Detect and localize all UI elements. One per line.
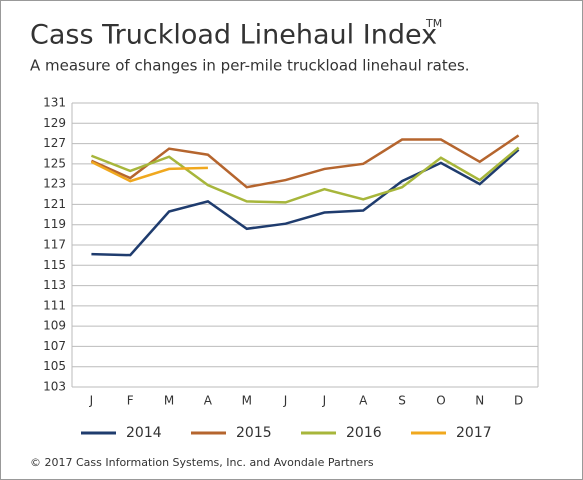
x-tick-label: M xyxy=(164,394,174,408)
y-tick-label: 113 xyxy=(43,278,66,292)
y-tick-label: 121 xyxy=(43,197,66,211)
x-tick-label: A xyxy=(204,394,213,408)
trademark: TM xyxy=(425,17,442,30)
y-tick-label: 109 xyxy=(43,319,66,333)
series-line xyxy=(90,146,520,204)
x-tick-label: J xyxy=(89,394,94,408)
x-tick-label: O xyxy=(436,394,445,408)
chart-subtitle: A measure of changes in per-mile trucklo… xyxy=(30,57,470,75)
x-tick-label: A xyxy=(359,394,368,408)
x-tick-label: S xyxy=(398,394,406,408)
y-tick-label: 123 xyxy=(43,177,66,191)
series-line xyxy=(90,134,520,189)
y-tick-label: 127 xyxy=(43,136,66,150)
y-tick-label: 103 xyxy=(43,380,66,394)
footer: © 2017 Cass Information Systems, Inc. an… xyxy=(30,456,374,469)
x-tick-label: J xyxy=(322,394,327,408)
y-tick-label: 115 xyxy=(43,258,66,272)
legend-label: 2017 xyxy=(456,425,492,441)
chart-title: Cass Truckload Linehaul Index xyxy=(30,20,437,51)
x-tick-label: N xyxy=(475,394,484,408)
x-tick-label: J xyxy=(283,394,288,408)
y-tick-label: 125 xyxy=(43,156,66,170)
legend-label: 2016 xyxy=(346,425,382,441)
y-tick-label: 119 xyxy=(43,217,66,231)
y-tick-label: 129 xyxy=(43,116,66,130)
y-tick-label: 117 xyxy=(43,238,66,252)
x-tick-label: F xyxy=(127,394,134,408)
legend-label: 2015 xyxy=(236,425,272,441)
x-tick-label: M xyxy=(242,394,252,408)
y-tick-label: 105 xyxy=(43,359,66,373)
y-tick-label: 131 xyxy=(43,96,66,110)
series-line xyxy=(90,160,208,183)
legend-label: 2014 xyxy=(126,425,162,441)
y-tick-label: 111 xyxy=(43,298,66,312)
x-tick-label: D xyxy=(514,394,523,408)
series-line xyxy=(91,148,520,257)
y-tick-label: 107 xyxy=(43,339,66,353)
